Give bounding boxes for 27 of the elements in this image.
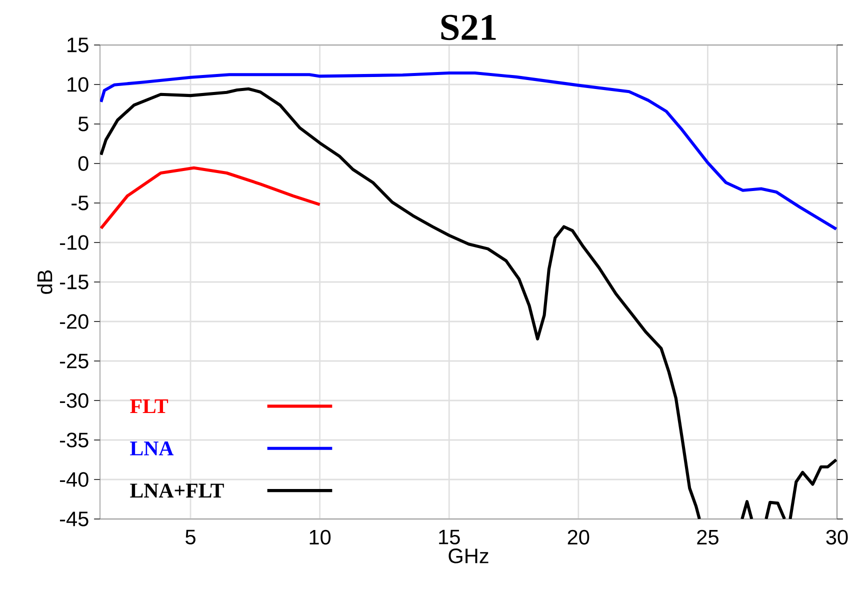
y-tick-label: 10 (68, 77, 88, 92)
line-series (100, 166, 322, 230)
x-tick-label: 20 (568, 530, 590, 545)
y-tick-label: 15 (68, 38, 88, 52)
y-tick-label: 5 (78, 116, 88, 132)
line-series (100, 71, 838, 231)
x-axis-title: GHz (448, 548, 488, 564)
text: FLT (130, 399, 168, 414)
y-tick-label: -5 (72, 196, 88, 210)
x-tick-label: 5 (186, 530, 196, 544)
y-tick-label: -25 (60, 354, 88, 368)
y-tick-label: -20 (60, 314, 88, 329)
y-tick-label: -45 (60, 512, 88, 526)
text: LNA (130, 442, 174, 456)
x-tick-label: 10 (310, 530, 331, 545)
y-tick-label: -40 (60, 472, 88, 487)
y-tick-label: -15 (60, 274, 88, 290)
x-tick-label: 15 (439, 530, 460, 544)
chart-title: S21 (441, 14, 496, 40)
y-tick-label: 0 (78, 156, 88, 171)
legend-label: LNA+FLT (130, 484, 224, 498)
y-tick-label: -10 (60, 235, 88, 250)
x-tick-label: 30 (826, 530, 848, 545)
y-axis-title: dB (37, 270, 52, 294)
y-tick-label: -30 (60, 393, 88, 408)
y-tick-label: -35 (60, 432, 88, 448)
x-tick-label: 25 (697, 530, 718, 545)
